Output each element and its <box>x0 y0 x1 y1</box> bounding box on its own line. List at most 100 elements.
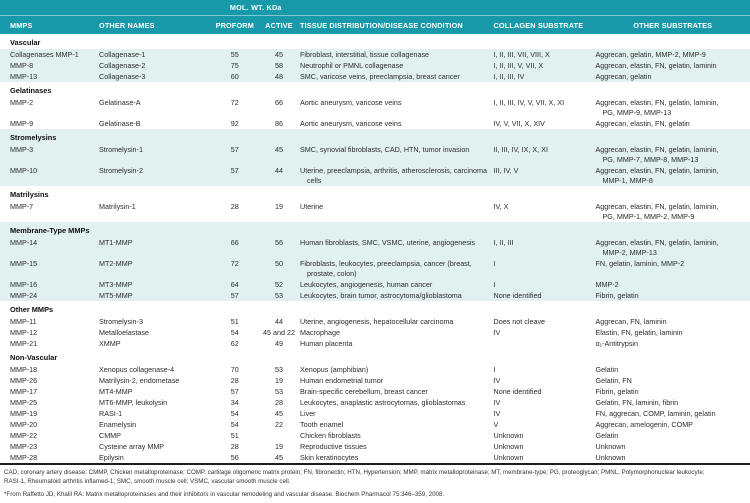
footnotes: CAD, coronary artery disease; CMMP, Chic… <box>0 465 750 499</box>
cell-collagen-text: IV <box>493 397 501 407</box>
cell-active: 45 and 22 <box>263 327 295 337</box>
cell-other-substrates-text: MMP-2 <box>595 279 619 289</box>
cell-mmp: MMP-13 <box>10 71 38 81</box>
section-header-row: Vascular <box>0 34 750 49</box>
cell-tissue: Leukocytes, anaplastic astrocytomas, gli… <box>300 397 494 408</box>
cell-other-name: Collagenase-1 <box>99 49 146 59</box>
abbreviations-line-1: CAD, coronary artery disease; CMMP, Chic… <box>4 469 705 476</box>
cell-collagen: V <box>494 419 596 430</box>
cell-tissue-text: Skin keratinocytes <box>300 452 359 462</box>
cell-collagen-text: IV, V, VII, X, XIV <box>493 118 545 128</box>
cell-active: 49 <box>275 338 283 348</box>
mmp-row: MMP-24 MT5-MMP 57 53 Leukocytes, brain tumor… <box>0 290 750 301</box>
cell-other-substrates: Aggrecan, FN, laminin <box>596 316 750 327</box>
cell-other-substrates-text: Gelatin, FN, laminin, fibrin <box>595 397 679 407</box>
mmp-row: MMP-3 Stromelysin-1 57 45 SMC, synovial fibr… <box>0 144 750 165</box>
cell-other-name: Gelatinase-A <box>99 97 141 107</box>
cell-other-substrates: FN, gelatin, laminin, MMP-2 <box>596 258 750 279</box>
cell-tissue: Uterine, preeclampsia, arthritis, athero… <box>300 165 494 186</box>
cell-other-substrates-text: Aggrecan, gelatin, MMP-2, MMP-9 <box>595 49 706 59</box>
cell-other-substrates: Fibrin, gelatin <box>596 386 750 397</box>
cell-tissue-text: SMC, varicose veins, preeclampsia, breas… <box>300 71 460 81</box>
cell-tissue-text: Macrophage <box>300 327 340 337</box>
cell-proform: 54 <box>230 419 239 429</box>
cell-collagen: I, II, III, IV, V, VII, X, XI <box>494 97 596 118</box>
section-title: Non-Vascular <box>10 353 58 362</box>
cell-tissue: Brain-specific cerebellum, breast cancer <box>300 386 494 397</box>
cell-collagen-text: Does not cleave <box>493 316 546 326</box>
cell-mmp: MMP-14 <box>10 237 38 247</box>
cell-collagen: I <box>494 258 596 279</box>
cell-tissue-text: Uterine <box>300 201 324 211</box>
cell-other-substrates: Aggrecan, amelogenin, COMP <box>596 419 750 430</box>
cell-tissue: Aortic aneurysm, varicose veins <box>300 118 494 129</box>
cell-other-name: Collagenase-2 <box>99 60 146 70</box>
cell-proform: 51 <box>230 316 239 326</box>
table-header: MOL. WT. KDa MMPS OTHER NAMES PROFORM AC… <box>0 0 750 34</box>
cell-other-name: Enamelysin <box>99 419 137 429</box>
section-header-row: Matrilysins <box>0 186 750 201</box>
cell-mmp: Collagenases MMP-1 <box>10 49 79 59</box>
cell-tissue-text: Chicken fibroblasts <box>300 430 361 440</box>
cell-proform: 57 <box>230 290 239 300</box>
cell-other-substrates-text: Aggrecan, elastin, FN, gelatin, laminin,… <box>595 165 719 185</box>
mmp-row: MMP-20 Enamelysin 54 22 Tooth enamel V Aggreca… <box>0 419 750 430</box>
cell-other-substrates-text: Gelatin <box>595 430 619 440</box>
cell-proform: 28 <box>230 441 239 451</box>
cell-other-name: Cysteine array MMP <box>99 441 165 451</box>
cell-tissue: Human placenta <box>300 338 494 349</box>
mmp-row: MMP-19 RASI-1 54 45 Liver IV FN, aggrecan, COM… <box>0 408 750 419</box>
cell-tissue-text: Human endometrial tumor <box>300 375 384 385</box>
cell-tissue: Xenopus (amphibian) <box>300 364 494 375</box>
mmp-row: MMP-9 Gelatinase-B 92 86 Aortic aneurysm, va… <box>0 118 750 129</box>
cell-other-substrates: Aggrecan, elastin, FN, gelatin <box>596 118 750 129</box>
cell-collagen: IV <box>494 397 596 408</box>
cell-tissue: Liver <box>300 408 494 419</box>
cell-tissue: Uterine <box>300 201 494 222</box>
cell-collagen-text: Unknown <box>493 441 524 451</box>
cell-collagen-text: III, IV, V <box>493 165 519 175</box>
cell-active: 48 <box>275 71 283 81</box>
cell-mmp: MMP-24 <box>10 290 38 300</box>
cell-collagen: IV <box>494 327 596 338</box>
cell-active: 86 <box>275 118 283 128</box>
cell-collagen: Unknown <box>494 441 596 452</box>
cell-active: 45 <box>275 144 283 154</box>
cell-other-name: Xenopus collagenase-4 <box>99 364 175 374</box>
mmp-row: MMP-8 Collagenase-2 75 58 Neutrophil or PMNL… <box>0 60 750 71</box>
cell-other-name: Matrilysin-1 <box>99 201 136 211</box>
cell-other-substrates: Gelatin <box>596 364 750 375</box>
cell-collagen: IV <box>494 375 596 386</box>
cell-collagen-text: None identified <box>493 386 542 396</box>
section-title: Matrilysins <box>10 190 49 199</box>
section-title: Gelatinases <box>10 86 52 95</box>
section-header-row: Gelatinases <box>0 82 750 97</box>
mmp-row: Collagenases MMP-1 Collagenase-1 55 45 Fibro… <box>0 49 750 60</box>
cell-active: 52 <box>275 279 283 289</box>
mmp-row: MMP-22 CMMP 51 Chicken fibroblasts Unknown Ge… <box>0 430 750 441</box>
cell-other-substrates-text: Aggrecan, elastin, FN, gelatin, laminin,… <box>595 97 719 117</box>
cell-other-name: MT6-MMP, leukolysin <box>99 397 168 407</box>
cell-proform: 54 <box>230 408 239 418</box>
cell-active: 19 <box>275 201 283 211</box>
section-header-row: Other MMPs <box>0 301 750 316</box>
cell-mmp: MMP-10 <box>10 165 38 175</box>
cell-mmp: MMP-23 <box>10 441 38 451</box>
column-header-active: ACTIVE <box>265 20 293 30</box>
cell-other-name: MT5-MMP <box>99 290 133 300</box>
cell-active: 66 <box>275 97 283 107</box>
section-title: Vascular <box>10 38 41 47</box>
cell-other-substrates: Aggrecan, gelatin, MMP-2, MMP-9 <box>596 49 750 60</box>
cell-active: 56 <box>275 237 283 247</box>
cell-collagen-text: I, II, III, VII, VIII, X <box>493 49 550 59</box>
mmp-table: Vascular Collagenases MMP-1 Collagenase-1 5… <box>0 34 750 465</box>
cell-collagen-text: None identified <box>493 290 542 300</box>
cell-collagen-text: I <box>493 364 496 374</box>
cell-collagen: I <box>494 364 596 375</box>
section-title: Stromelysins <box>10 133 57 142</box>
cell-other-name: Gelatinase-B <box>99 118 141 128</box>
cell-other-substrates: Unknown <box>596 452 750 464</box>
column-header-row: MMPS OTHER NAMES PROFORM ACTIVE TISSUE D… <box>0 16 750 34</box>
column-header-collagen: COLLAGEN SUBSTRATE <box>493 20 584 30</box>
cell-proform: 51 <box>230 430 239 440</box>
